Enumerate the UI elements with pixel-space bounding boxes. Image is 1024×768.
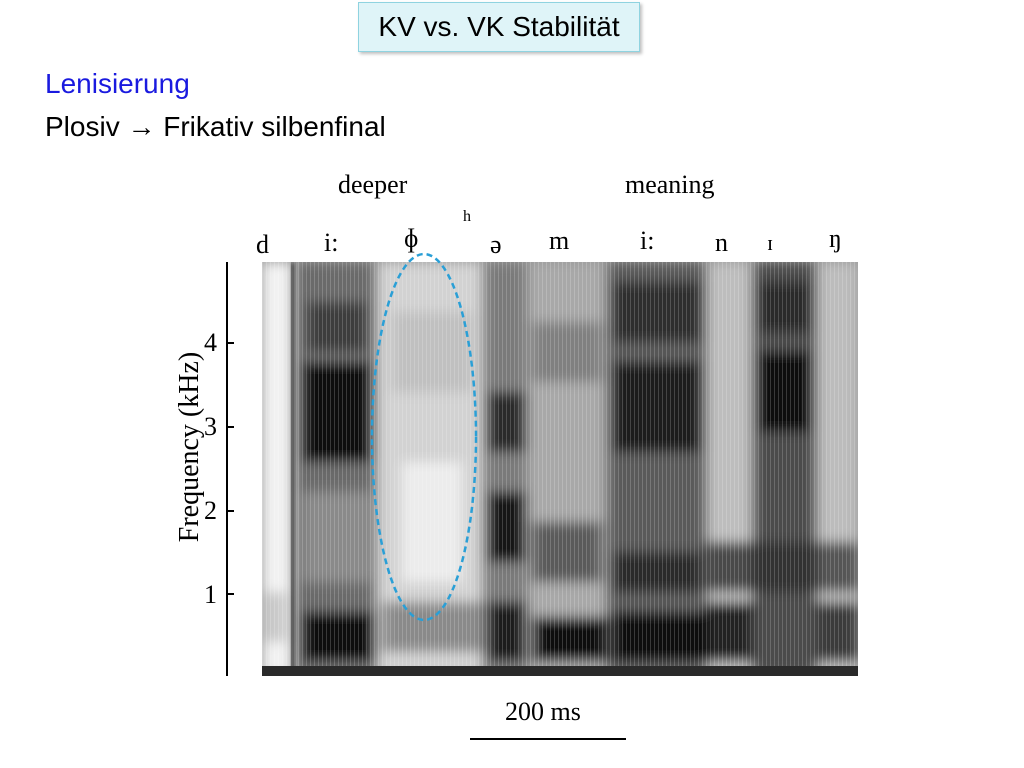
slide-subtitle: Lenisierung: [45, 68, 190, 99]
y-axis-label: Frequency (kHz): [174, 351, 205, 543]
phone-label-m: m: [549, 226, 570, 255]
phone-label-n: n: [715, 228, 728, 257]
slide-title: KV vs. VK Stabilität: [358, 2, 640, 52]
time-scale-label: 200 ms: [505, 697, 581, 726]
y-tick-4: 4: [204, 328, 217, 357]
time-scale-bar: [470, 738, 626, 740]
phone-label-i-long: i:: [324, 228, 339, 257]
y-tick-2: 2: [204, 496, 217, 525]
y-axis-line: [226, 262, 228, 676]
phone-label-schwa: ə: [490, 230, 502, 259]
phone-label-d: d: [256, 230, 269, 259]
phone-label-phi: ɸ: [404, 224, 419, 253]
y-tick-3: 3: [204, 412, 217, 441]
y-tick-1: 1: [204, 580, 217, 609]
phone-label-aspiration: h: [463, 208, 471, 225]
spectrogram-image: [262, 262, 858, 676]
phone-label-i-long-2: i:: [640, 226, 655, 255]
phone-label-eng: ŋ: [829, 224, 842, 253]
phone-label-small-i: ɪ: [767, 230, 774, 255]
slide-text-line: Plosiv → Frikativ silbenfinal: [45, 111, 386, 142]
word-label-meaning: meaning: [625, 170, 715, 199]
word-label-deeper: deeper: [338, 170, 408, 199]
